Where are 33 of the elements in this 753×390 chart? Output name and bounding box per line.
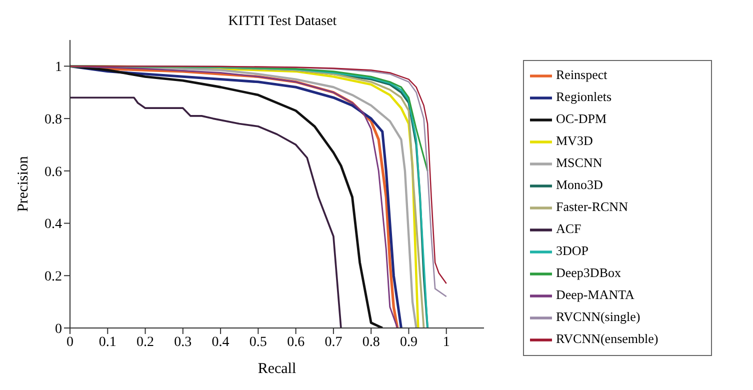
- x-tick-label: 0: [66, 334, 74, 350]
- legend-label: MSCNN: [556, 154, 602, 170]
- y-tick-label: 0: [55, 322, 62, 337]
- y-tick-label: 0.2: [44, 270, 62, 285]
- x-tick-label: 0.1: [98, 334, 116, 350]
- legend-label: Regionlets: [556, 88, 612, 104]
- x-tick-label: 0.5: [249, 334, 267, 350]
- legend-label: ACF: [556, 220, 582, 236]
- x-axis-title: Recall: [258, 361, 296, 377]
- x-tick-label: 0.4: [212, 334, 230, 350]
- legend-label: Deep3DBox: [556, 264, 621, 280]
- legend-label: Reinspect: [556, 66, 608, 82]
- legend-label: Deep-MANTA: [556, 286, 634, 302]
- legend-label: RVCNN(single): [556, 308, 640, 324]
- y-tick-label: 0.4: [44, 217, 62, 232]
- y-axis-title: Precision: [15, 156, 32, 212]
- legend-label: 3DOP: [556, 242, 589, 258]
- x-tick-label: 1: [442, 334, 450, 350]
- legend-label: Mono3D: [556, 176, 603, 192]
- y-tick-label: 1: [55, 60, 62, 76]
- legend-label: MV3D: [556, 132, 593, 148]
- x-tick-label: 0.9: [400, 334, 418, 350]
- chart-title: KITTI Test Dataset: [227, 14, 338, 30]
- legend-label: OC-DPM: [556, 110, 607, 126]
- legend-label: RVCNN(ensemble): [556, 330, 658, 346]
- legend-label: Faster-RCNN: [556, 198, 628, 214]
- x-tick-label: 0.3: [174, 334, 192, 350]
- x-tick-label: 0.8: [362, 334, 380, 350]
- x-tick-label: 0.6: [287, 334, 305, 350]
- x-tick-label: 0.2: [136, 334, 154, 350]
- y-tick-label: 0.8: [44, 112, 62, 128]
- x-tick-label: 0.7: [324, 334, 342, 350]
- y-tick-label: 0.6: [44, 164, 62, 180]
